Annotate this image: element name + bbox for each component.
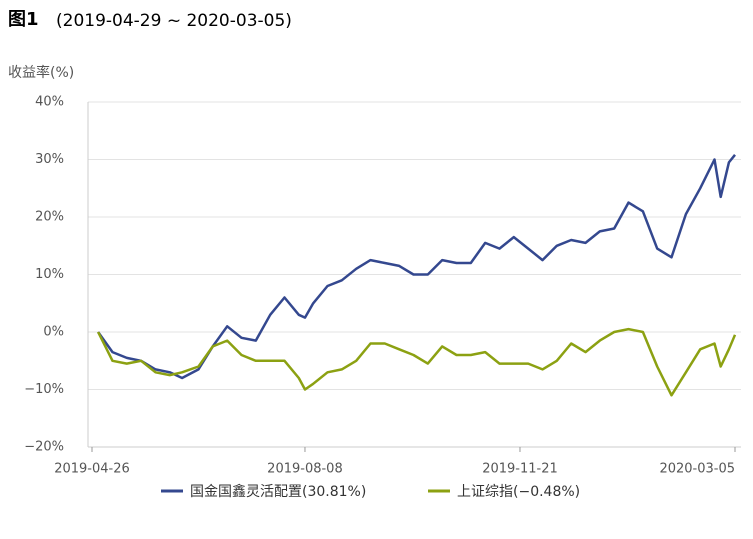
x-tick-label: 2019-04-26 <box>54 462 130 477</box>
chart-title: 图1 <box>8 9 39 30</box>
y-tick-label: 10% <box>35 267 64 282</box>
legend-label: 国金国鑫灵活配置(30.81%) <box>190 483 366 500</box>
series-line <box>97 154 736 380</box>
series-line <box>96 327 737 397</box>
y-tick-label: 40% <box>35 95 64 110</box>
y-tick-label: 30% <box>35 152 64 167</box>
legend-label: 上证综指(−0.48%) <box>457 484 580 500</box>
x-tick-label: 2019-08-08 <box>267 462 343 477</box>
y-tick-label: 0% <box>43 325 64 340</box>
x-tick-label: 2019-11-21 <box>482 462 558 477</box>
y-tick-label: −20% <box>24 440 64 455</box>
y-axis-label: 收益率(%) <box>8 64 74 81</box>
x-tick-label: 2020-03-05 <box>659 462 735 477</box>
y-tick-label: −10% <box>24 382 64 397</box>
chart-subtitle: (2019-04-29 ~ 2020-03-05) <box>56 11 292 31</box>
y-tick-label: 20% <box>35 210 64 225</box>
